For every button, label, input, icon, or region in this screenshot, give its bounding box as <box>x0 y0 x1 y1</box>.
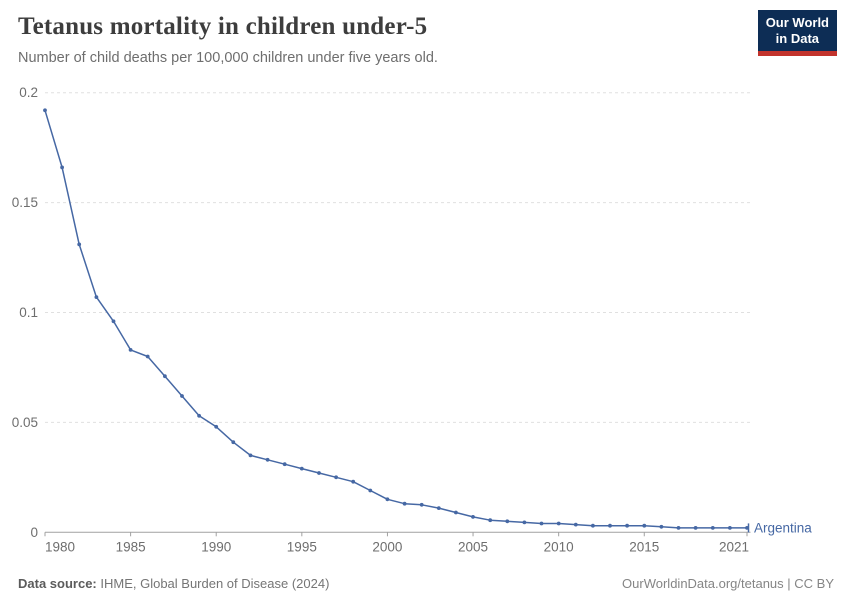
data-point-2015[interactable] <box>642 523 647 528</box>
owid-logo[interactable]: Our World in Data <box>757 10 837 56</box>
data-point-1999[interactable] <box>368 488 373 493</box>
x-axis-tick-label-1980: 1980 <box>45 539 75 554</box>
x-axis-tick-label-2005: 2005 <box>458 539 488 554</box>
series-label-argentina: Argentina <box>754 520 812 535</box>
x-axis-tick-label-1985: 1985 <box>116 539 146 554</box>
owid-logo-line2: in Data <box>775 31 820 47</box>
owid-logo-line1: Our World <box>765 15 829 30</box>
data-point-1990[interactable] <box>214 424 219 429</box>
data-point-1991[interactable] <box>231 440 236 445</box>
data-point-2008[interactable] <box>522 520 527 525</box>
data-point-2006[interactable] <box>488 518 493 523</box>
data-point-2002[interactable] <box>419 502 424 507</box>
data-point-2018[interactable] <box>693 526 698 530</box>
data-point-2012[interactable] <box>591 523 595 528</box>
data-point-1996[interactable] <box>317 471 321 475</box>
page-subtitle: Number of child deaths per 100,000 child… <box>18 50 438 66</box>
x-axis-tick-label-1990: 1990 <box>201 539 231 554</box>
data-point-2007[interactable] <box>505 519 510 524</box>
y-axis-tick-label-0.2: 0.2 <box>19 85 38 100</box>
y-axis-tick-label-0: 0 <box>30 525 38 540</box>
data-point-1985[interactable] <box>128 348 133 352</box>
x-axis-tick-label-1995: 1995 <box>287 539 317 554</box>
chart-header: Tetanus mortality in children under-5 Nu… <box>18 12 740 68</box>
data-source-value: IHME, Global Burden of Disease (2024) <box>96 576 330 591</box>
x-axis-tick-label-2010: 2010 <box>544 539 574 554</box>
data-point-1993[interactable] <box>265 457 270 462</box>
data-point-1983[interactable] <box>94 295 99 299</box>
data-point-2016[interactable] <box>659 524 664 529</box>
x-axis-tick-label-2021: 2021 <box>719 539 749 554</box>
data-point-1980[interactable] <box>43 108 47 113</box>
data-source-label: Data source: <box>18 576 97 591</box>
data-point-1982[interactable] <box>77 242 82 247</box>
data-point-2005[interactable] <box>471 515 475 519</box>
y-axis-tick-label-0.15: 0.15 <box>12 195 38 210</box>
data-point-2003[interactable] <box>436 506 441 510</box>
data-point-2004[interactable] <box>454 510 458 515</box>
data-point-1988[interactable] <box>180 394 184 398</box>
y-axis-tick-label-0.05: 0.05 <box>12 415 38 430</box>
data-point-1995[interactable] <box>299 466 304 471</box>
data-point-2019[interactable] <box>710 526 715 530</box>
data-point-2013[interactable] <box>608 523 612 528</box>
data-point-2009[interactable] <box>539 521 544 526</box>
data-point-2017[interactable] <box>676 526 681 530</box>
data-point-2011[interactable] <box>573 522 578 527</box>
data-point-2001[interactable] <box>402 501 407 506</box>
data-point-2014[interactable] <box>625 523 629 528</box>
page-title: Tetanus mortality in children under-5 <box>18 13 428 40</box>
data-point-1997[interactable] <box>334 475 338 480</box>
y-axis-tick-label-0.1: 0.1 <box>19 305 38 320</box>
data-point-1986[interactable] <box>145 354 150 359</box>
data-point-1992[interactable] <box>248 453 253 458</box>
data-point-1998[interactable] <box>351 479 356 484</box>
x-axis-tick-label-2015: 2015 <box>629 539 659 554</box>
data-point-1984[interactable] <box>111 319 116 324</box>
data-source-note: Data source: IHME, Global Burden of Dise… <box>18 576 329 591</box>
data-point-1987[interactable] <box>163 374 167 379</box>
chart-footer: Data source: IHME, Global Burden of Dise… <box>18 576 834 591</box>
license-link[interactable]: OurWorldinData.org/tetanus | CC BY <box>622 576 834 591</box>
data-point-2000[interactable] <box>385 497 390 502</box>
data-point-1981[interactable] <box>60 165 64 170</box>
data-point-1989[interactable] <box>197 413 202 418</box>
data-series-line-argentina <box>44 110 747 529</box>
data-point-2010[interactable] <box>556 521 561 526</box>
data-point-2020[interactable] <box>728 526 732 530</box>
data-point-1994[interactable] <box>282 462 287 467</box>
x-axis-tick-label-2000: 2000 <box>372 539 402 554</box>
